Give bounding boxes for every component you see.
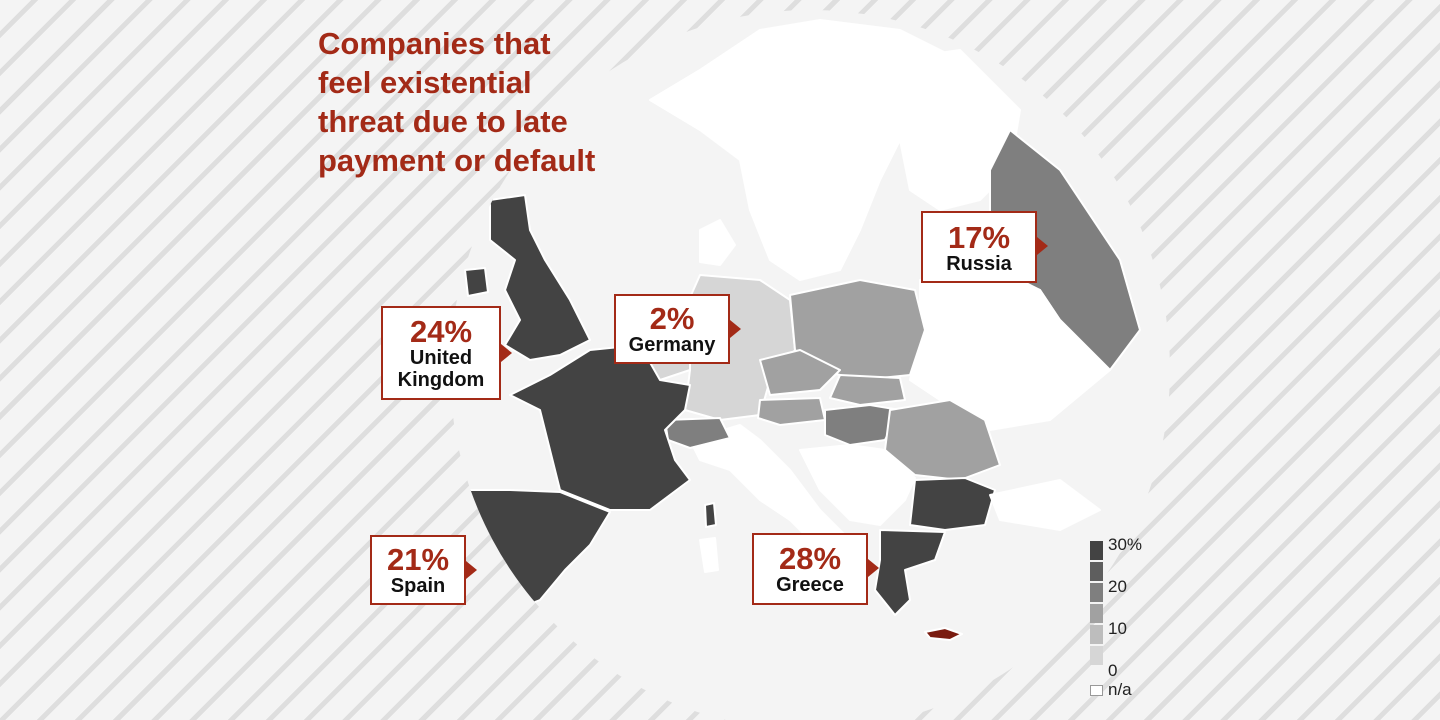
callout-greece-pointer [868, 559, 879, 577]
legend-swatch-25 [1090, 562, 1103, 581]
legend-na-label: n/a [1108, 680, 1132, 699]
callout-germany: 2% Germany [614, 294, 741, 364]
region-bulgaria [909, 477, 996, 531]
callout-uk-value: 24% [409, 314, 473, 349]
callout-russia-pointer [1037, 237, 1048, 255]
callout-greece: 28% Greece [752, 533, 879, 605]
region-turkey-edge [989, 479, 1101, 531]
region-austria [757, 397, 826, 426]
callout-spain: 21% Spain [370, 535, 477, 605]
legend-swatch-10 [1090, 625, 1103, 644]
region-corsica [704, 502, 717, 528]
region-slovakia [829, 374, 906, 406]
legend-swatch-30 [1090, 541, 1103, 560]
legend-tick-0: 0 [1108, 661, 1118, 680]
legend-swatch-15 [1090, 604, 1103, 623]
map-legend: 30% 20 10 0 n/a [1088, 536, 1168, 706]
region-france [509, 344, 691, 511]
region-ireland [464, 267, 489, 297]
legend-tick-30: 30% [1108, 535, 1143, 554]
region-hungary [824, 404, 901, 446]
region-denmark [699, 219, 736, 266]
callout-greece-value: 28% [778, 541, 842, 576]
callout-spain-label: Spain [390, 575, 446, 597]
callout-uk-label: United Kingdom [397, 347, 485, 391]
callout-russia: 17% Russia [921, 211, 1048, 283]
map-title: Companies that feel existential threat d… [318, 26, 596, 178]
callout-germany-pointer [730, 320, 741, 338]
region-czechia [759, 349, 841, 396]
legend-swatch-20 [1090, 583, 1103, 602]
callout-russia-label: Russia [946, 253, 1012, 275]
callout-uk-pointer [501, 344, 512, 362]
region-finland [889, 49, 1021, 211]
callout-germany-label: Germany [628, 334, 716, 356]
callout-germany-value: 2% [649, 301, 695, 336]
region-sardinia [699, 537, 719, 573]
legend-na-swatch [1090, 685, 1103, 696]
callout-uk: 24% United Kingdom [381, 306, 512, 400]
callout-spain-value: 21% [386, 542, 450, 577]
region-crete [924, 627, 963, 641]
region-uk [489, 194, 591, 361]
callout-russia-value: 17% [947, 220, 1011, 255]
callout-spain-pointer [466, 561, 477, 579]
legend-swatch-5 [1090, 646, 1103, 665]
callout-greece-label: Greece [776, 574, 844, 596]
region-balkans [799, 444, 916, 526]
legend-tick-10: 10 [1108, 619, 1127, 638]
legend-tick-20: 20 [1108, 577, 1127, 596]
